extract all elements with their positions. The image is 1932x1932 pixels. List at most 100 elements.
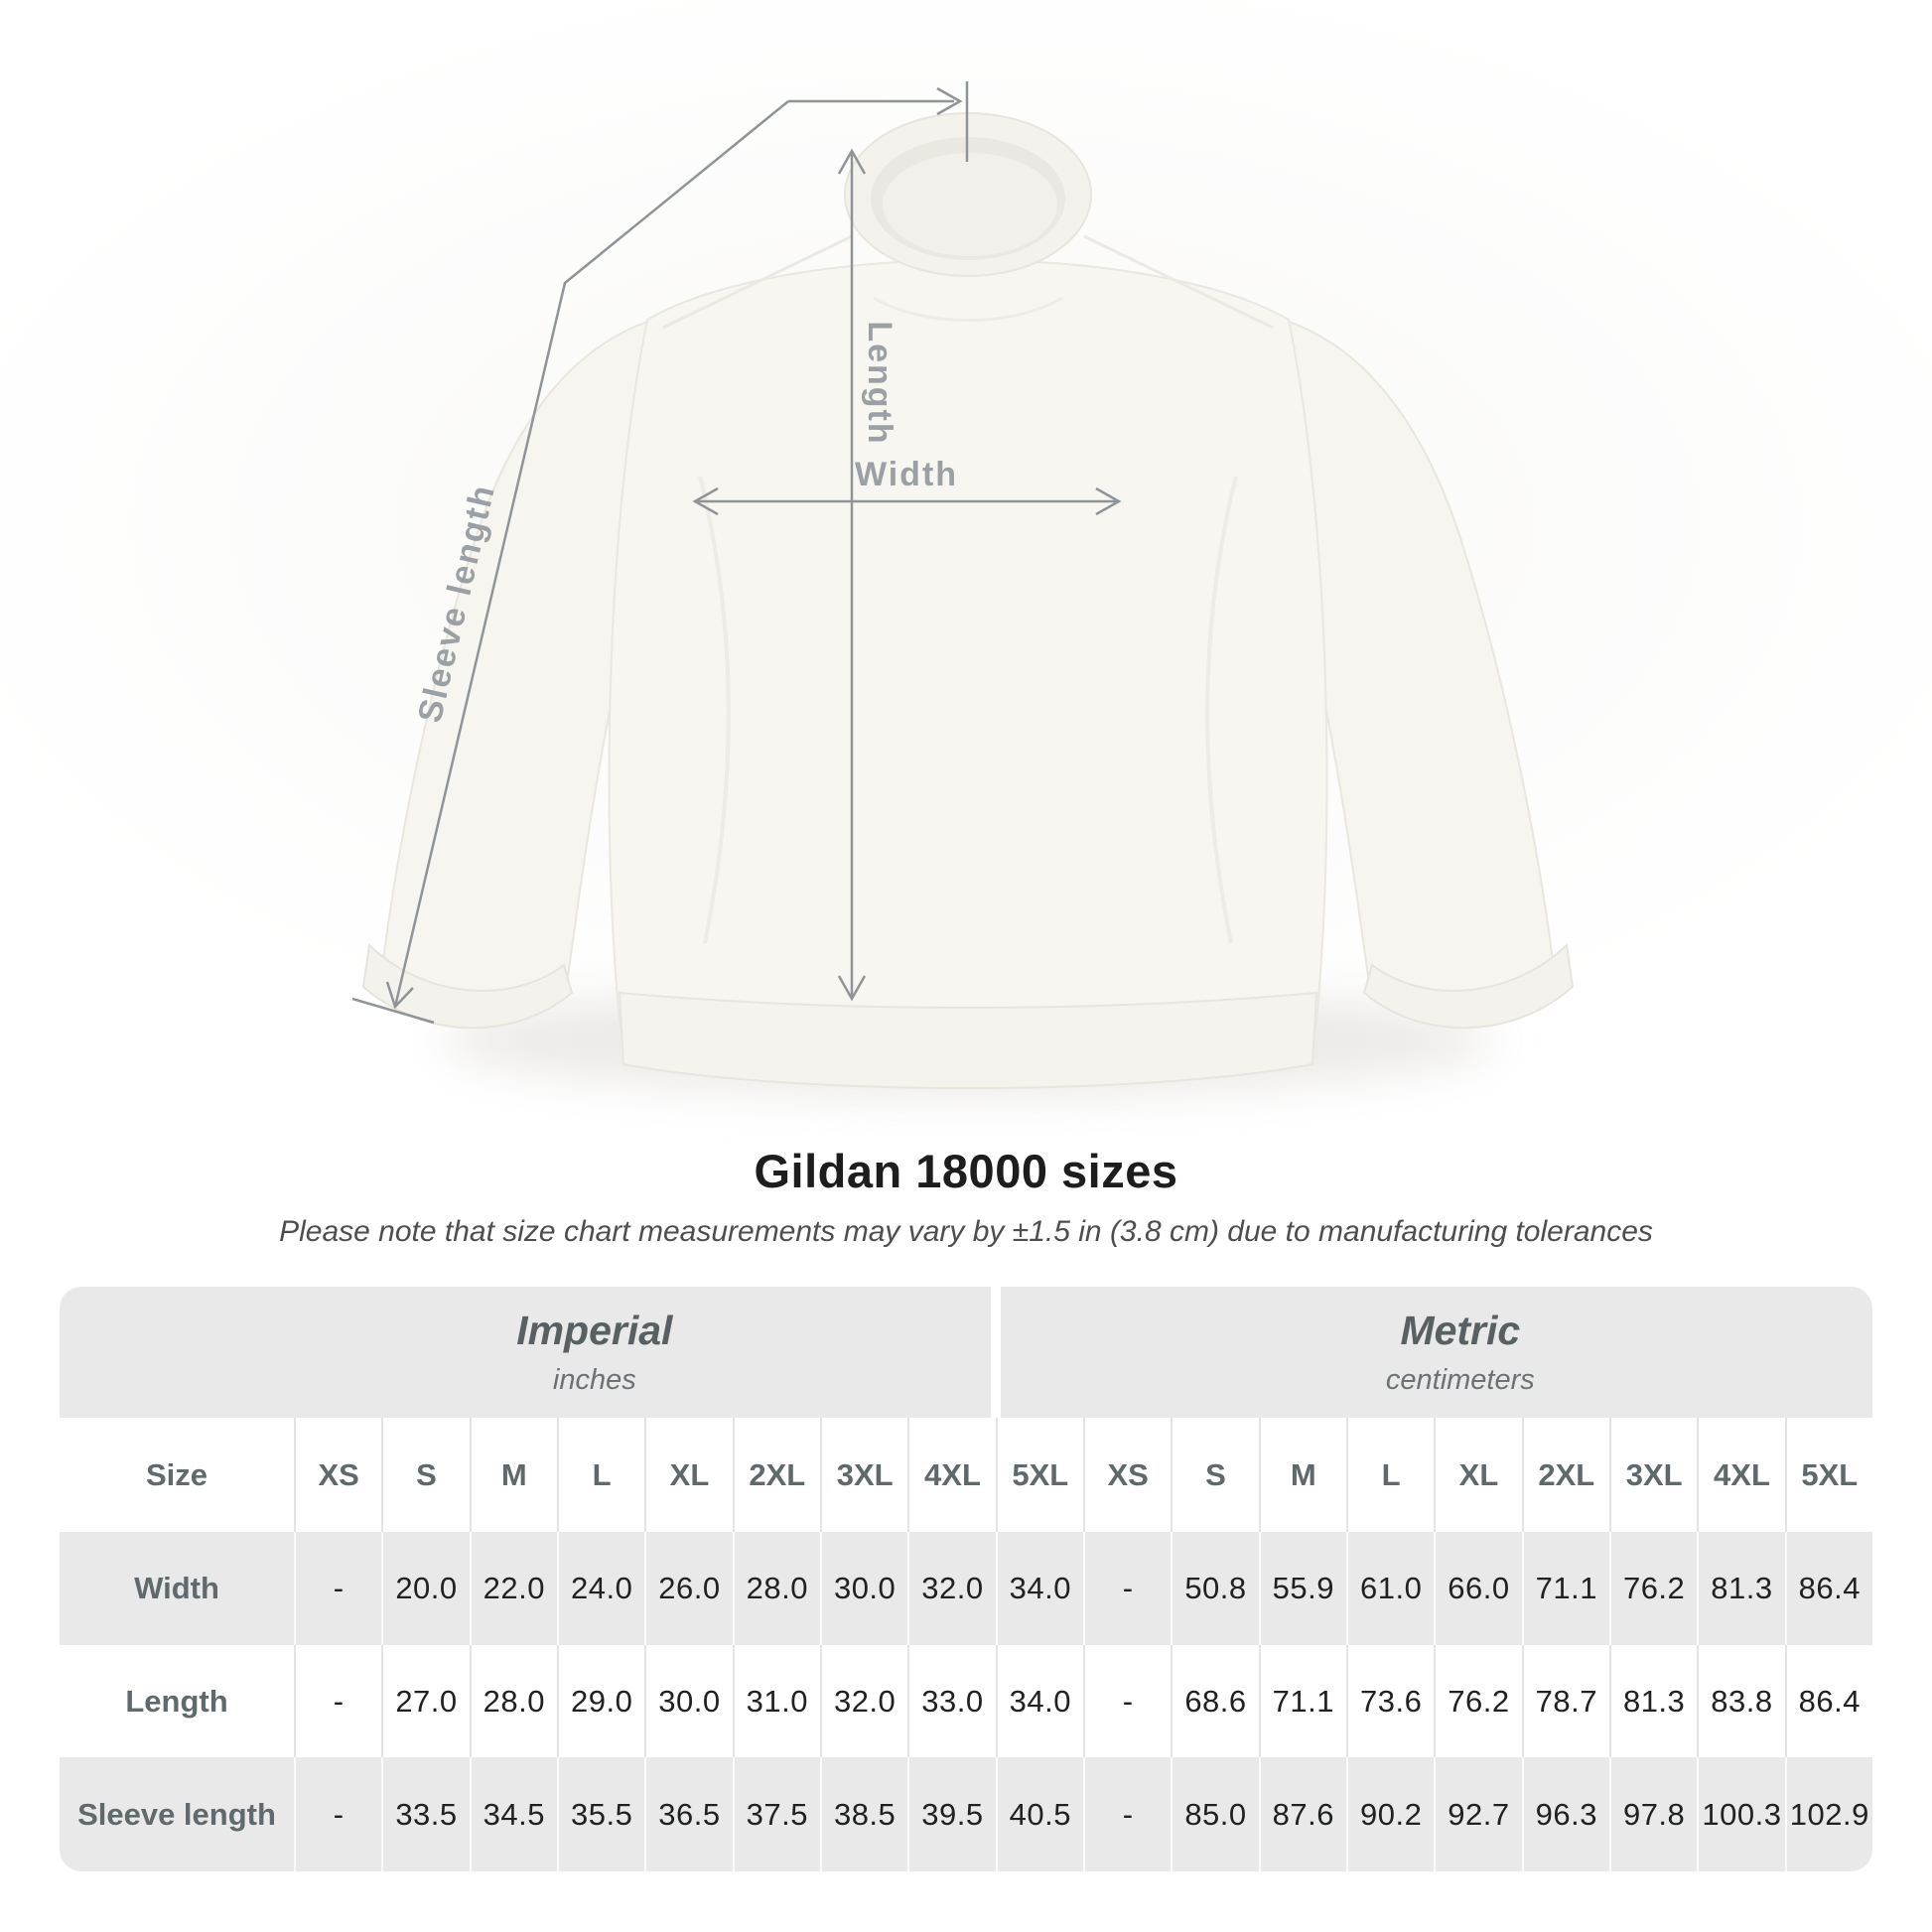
sleeve-imperial-cell: 40.5 (995, 1757, 1083, 1871)
width-metric-cell: 86.4 (1784, 1532, 1872, 1645)
length-metric-cell: 81.3 (1608, 1645, 1697, 1757)
sleeve-metric-cell: 96.3 (1521, 1757, 1609, 1871)
sleeve-length-line (393, 100, 789, 1008)
row-label: Length (125, 1683, 228, 1719)
imperial-group-unit: inches (552, 1364, 636, 1396)
collar-inner (883, 153, 1057, 256)
right-shoulder-seam (1083, 234, 1274, 330)
size-header-cell: S (381, 1418, 469, 1532)
sleeve-metric-cell: 92.7 (1434, 1757, 1521, 1871)
length-imperial-cell: 29.0 (556, 1645, 644, 1757)
sleeve-metric-cell: 100.3 (1697, 1757, 1784, 1871)
sleeve-imperial-cell: 34.5 (469, 1757, 557, 1871)
length-imperial-cell: 27.0 (381, 1645, 469, 1757)
length-metric-cell: 83.8 (1697, 1645, 1784, 1757)
size-header-cell: 3XL (819, 1418, 907, 1532)
size-header-cell: XL (644, 1418, 732, 1532)
sleeve-imperial-cell: - (294, 1757, 381, 1871)
sleeve-metric-values: -85.0 87.6 90.2 92.7 96.3 97.8 100.3 102.9 (1083, 1757, 1872, 1871)
arrowhead-up-icon (837, 148, 867, 175)
sleeve-metric-cell: 87.6 (1258, 1757, 1346, 1871)
width-metric-cell: 55.9 (1258, 1532, 1346, 1645)
sleeve-imperial-cell: 38.5 (819, 1757, 907, 1871)
fold-line (873, 296, 1063, 322)
fold-line (698, 476, 731, 944)
metric-group-unit: centimeters (1385, 1364, 1535, 1396)
length-metric-cell: 76.2 (1434, 1645, 1521, 1757)
imperial-size-headers: XS S M L XL 2XL 3XL 4XL 5XL (294, 1418, 1083, 1532)
length-imperial-cell: 28.0 (469, 1645, 557, 1757)
size-header-cell: 4XL (907, 1418, 995, 1532)
size-header-cell: S (1171, 1418, 1258, 1532)
metric-group-title: Metric (1400, 1308, 1521, 1353)
arrowhead-right-icon (1095, 486, 1122, 516)
sleeve-metric-cell: 85.0 (1171, 1757, 1258, 1871)
length-imperial-values: -27.0 28.0 29.0 30.0 31.0 32.0 33.0 34.0 (294, 1645, 1083, 1757)
size-header-cell: M (469, 1418, 557, 1532)
sleeve-imperial-cell: 36.5 (644, 1757, 732, 1871)
length-imperial-cell: 34.0 (995, 1645, 1083, 1757)
measurement-lines (351, 81, 1122, 1025)
torso (608, 259, 1328, 1073)
sleeve-imperial-cell: 33.5 (381, 1757, 469, 1871)
sweatshirt-illustration: Length Width Sleeve length (351, 81, 1575, 1095)
width-measure-label: Width (855, 456, 958, 493)
arrowhead-right-icon (936, 86, 963, 116)
sleeve-imperial-values: -33.5 34.5 35.5 36.5 37.5 38.5 39.5 40.5 (294, 1757, 1083, 1871)
width-imperial-cell: 26.0 (644, 1532, 732, 1645)
sleeve-metric-cell: 90.2 (1345, 1757, 1434, 1871)
width-imperial-cell: 20.0 (381, 1532, 469, 1645)
length-imperial-cell: 30.0 (644, 1645, 732, 1757)
sleeve-imperial-cell: 35.5 (556, 1757, 644, 1871)
right-cuff (1362, 942, 1575, 1030)
width-metric-cell: - (1083, 1532, 1171, 1645)
size-header-cell: L (1345, 1418, 1434, 1532)
sleeve-end-tick (351, 997, 435, 1025)
width-metric-cell: 61.0 (1345, 1532, 1434, 1645)
unit-group-header-row: Imperial inches Metric centimeters (60, 1287, 1872, 1418)
size-column-header: Size (145, 1456, 208, 1492)
size-table: Imperial inches Metric centimeters Size … (60, 1287, 1872, 1871)
group-divider (990, 1287, 1001, 1418)
width-imperial-cell: 24.0 (556, 1532, 644, 1645)
width-imperial-cell: 34.0 (995, 1532, 1083, 1645)
size-header-cell: 2XL (732, 1418, 820, 1532)
width-imperial-cell: 28.0 (732, 1532, 820, 1645)
width-imperial-cell: 30.0 (819, 1532, 907, 1645)
metric-size-headers: XS S M L XL 2XL 3XL 4XL 5XL (1083, 1418, 1872, 1532)
metric-group-header: Metric centimeters (1000, 1287, 1872, 1418)
size-header-cell: 4XL (1697, 1418, 1784, 1532)
page-title: Gildan 18000 sizes (754, 1145, 1178, 1197)
size-header-cell: XS (1083, 1418, 1171, 1532)
size-header-cell: XL (1434, 1418, 1521, 1532)
size-header-cell: 5XL (995, 1418, 1083, 1532)
garment-diagram: Length Width Sleeve length (0, 0, 1932, 1142)
length-imperial-cell: - (294, 1645, 381, 1757)
imperial-group-header: Imperial inches (60, 1287, 991, 1418)
length-metric-values: -68.6 71.1 73.6 76.2 78.7 81.3 83.8 86.4 (1083, 1645, 1872, 1757)
table-header-row: Size XS S M L XL 2XL 3XL 4XL 5XL XS S M L XL 2XL 3XL 4X… (60, 1418, 1872, 1532)
table-row-sleeve-length: Sleeve length -33.5 34.5 35.5 36.5 37.5 38.5 3… (60, 1757, 1872, 1871)
size-header-cell: 5XL (1784, 1418, 1872, 1532)
width-metric-cell: 66.0 (1434, 1532, 1521, 1645)
length-metric-cell: 73.6 (1345, 1645, 1434, 1757)
length-imperial-cell: 33.0 (907, 1645, 995, 1757)
width-imperial-cell: 22.0 (469, 1532, 557, 1645)
size-header-cell: M (1258, 1418, 1346, 1532)
width-metric-cell: 71.1 (1521, 1532, 1609, 1645)
size-header-cell: XS (294, 1418, 381, 1532)
sleeve-imperial-cell: 37.5 (732, 1757, 820, 1871)
size-header-cell: 3XL (1608, 1418, 1697, 1532)
length-measure-label: Length (861, 321, 898, 445)
length-metric-cell: - (1083, 1645, 1171, 1757)
row-label: Width (134, 1571, 219, 1605)
table-row-length: Length -27.0 28.0 29.0 30.0 31.0 32.0 33.0 34.0… (60, 1645, 1872, 1757)
length-imperial-cell: 32.0 (819, 1645, 907, 1757)
row-label: Sleeve length (77, 1796, 276, 1832)
sleeve-metric-cell: - (1083, 1757, 1171, 1871)
hem-band (618, 991, 1318, 1089)
table-row-width: Width -20.0 22.0 24.0 26.0 28.0 30.0 32.0 34.0 … (60, 1532, 1872, 1645)
sleeve-metric-cell: 97.8 (1608, 1757, 1697, 1871)
length-metric-cell: 71.1 (1258, 1645, 1346, 1757)
